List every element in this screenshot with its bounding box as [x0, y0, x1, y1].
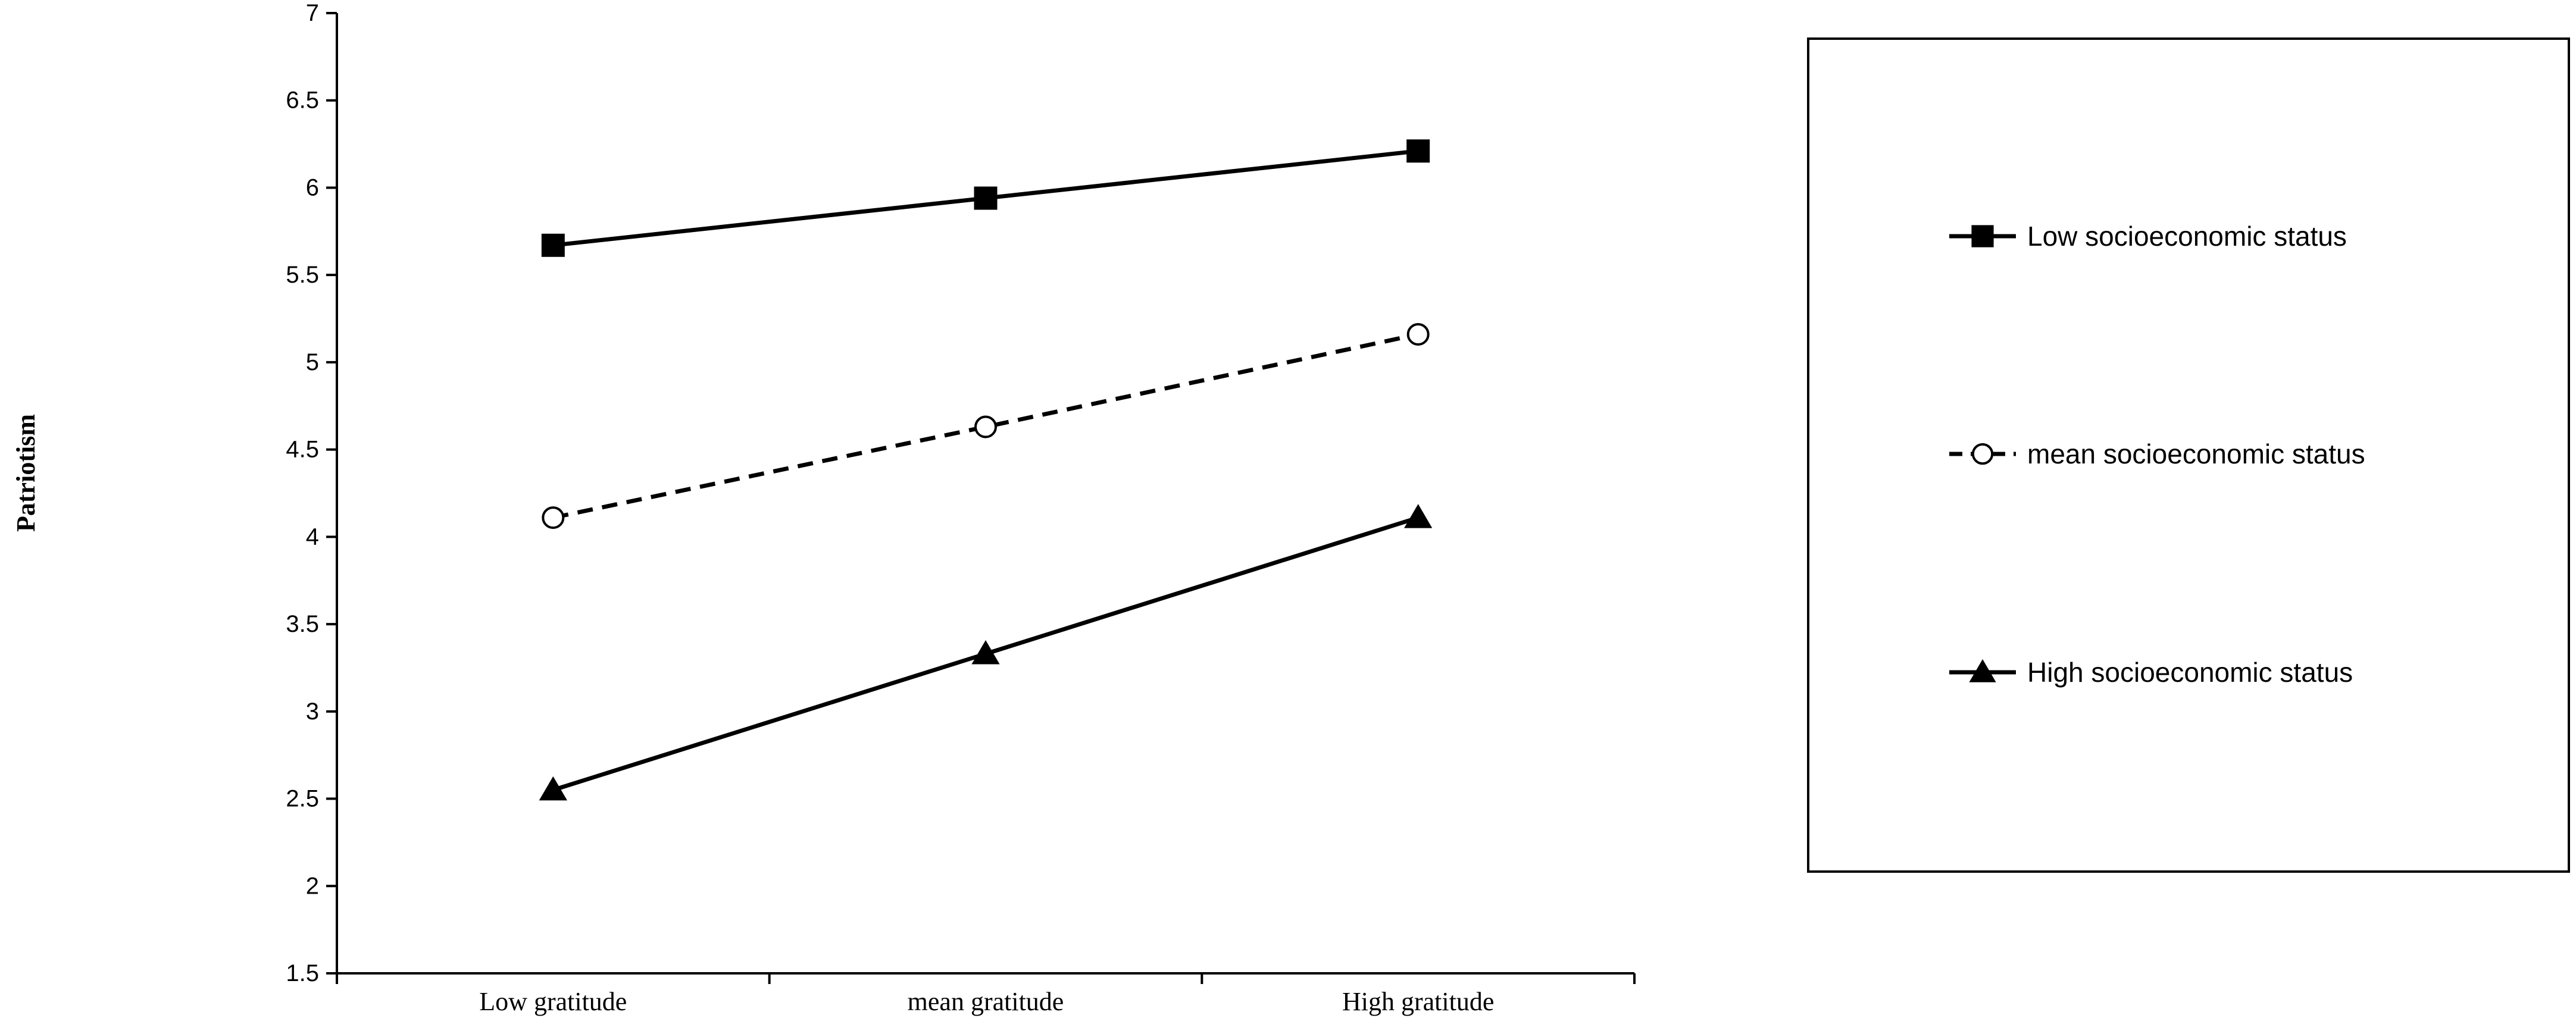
- y-axis-title: Patriotism: [11, 414, 40, 532]
- data-point: [971, 640, 1000, 665]
- y-tick-label: 4: [306, 524, 319, 550]
- y-tick-label: 2: [306, 873, 319, 899]
- legend-label: Low socioeconomic status: [2027, 221, 2347, 252]
- x-tick-label: High gratitude: [1342, 987, 1494, 1016]
- data-point: [541, 233, 565, 257]
- y-tick-label: 4.5: [286, 437, 319, 463]
- y-tick-label: 2.5: [286, 786, 319, 812]
- legend-box: [1807, 37, 2570, 873]
- legend: Low socioeconomic status mean socioeconom…: [1807, 37, 2570, 873]
- y-tick-label: 6: [306, 174, 319, 200]
- axes-layer: 1.5 2 2.5 3 3.5 4 4.5 5 5.5 6 6.5 7 Low gratitude mea…: [286, 0, 1636, 1016]
- data-point: [974, 186, 998, 210]
- y-tick-label: 6.5: [286, 87, 319, 114]
- series-layer: [539, 139, 1433, 801]
- y-tick-label: 3.5: [286, 611, 319, 637]
- x-tick-label: mean gratitude: [908, 987, 1064, 1016]
- series-low-socioeconomic-status: [541, 139, 1430, 257]
- legend-item: High socioeconomic status: [1949, 657, 2353, 688]
- y-tick-label: 3: [306, 698, 319, 725]
- data-point: [1406, 322, 1430, 346]
- y-tick-label: 5.5: [286, 262, 319, 288]
- series-mean-socioeconomic-status: [542, 322, 1430, 529]
- y-tick-label: 1.5: [286, 960, 319, 986]
- data-point: [974, 415, 997, 438]
- y-tick-label: 5: [306, 349, 319, 375]
- legend-item: Low socioeconomic status: [1949, 221, 2347, 252]
- data-point: [542, 506, 565, 529]
- series-high-socioeconomic-status: [539, 504, 1433, 801]
- y-tick-label: 7: [306, 0, 319, 26]
- x-tick-label: Low gratitude: [479, 987, 627, 1016]
- legend-label: mean socioeconomic status: [2027, 438, 2365, 469]
- legend-swatch-marker: [1971, 225, 1994, 247]
- legend-swatch-marker: [1969, 659, 1996, 682]
- data-point: [1404, 504, 1433, 528]
- legend-swatch-marker: [1971, 443, 1994, 465]
- series-line: [552, 332, 1419, 520]
- data-point: [1406, 139, 1430, 163]
- legend-label: High socioeconomic status: [2027, 657, 2353, 688]
- data-point: [539, 776, 567, 801]
- legend-item: mean socioeconomic status: [1949, 438, 2365, 469]
